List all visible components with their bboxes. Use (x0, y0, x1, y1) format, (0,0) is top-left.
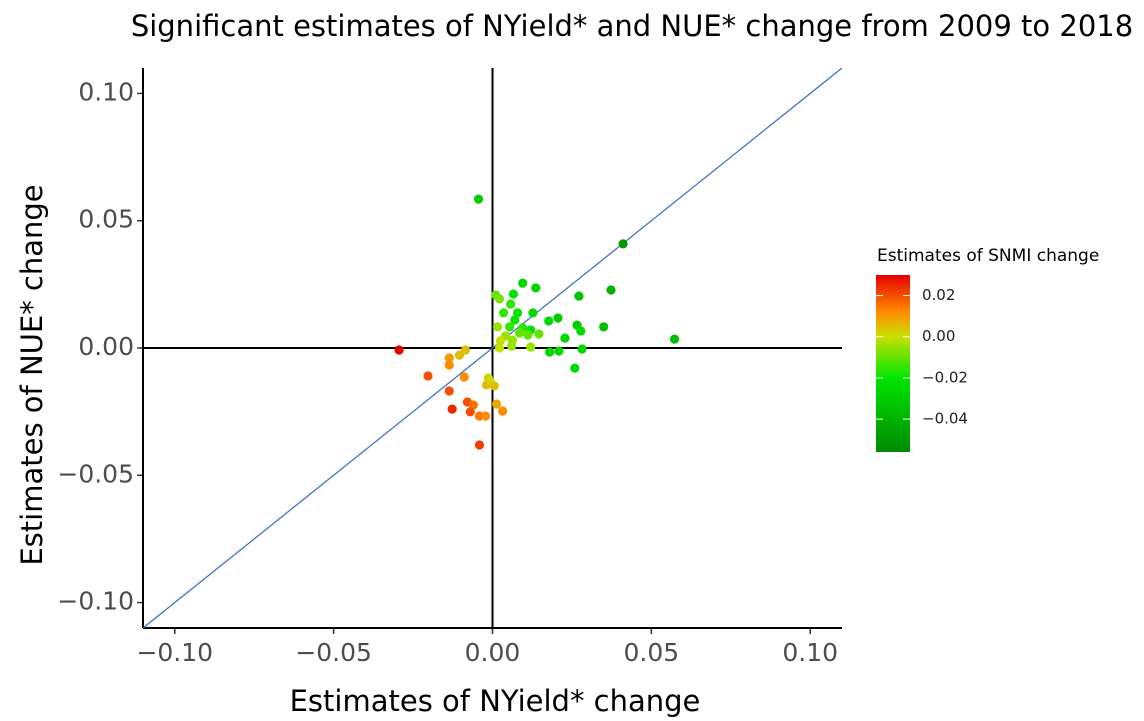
point (454, 350, 465, 360)
point (494, 294, 505, 304)
point (495, 336, 506, 346)
point (423, 371, 433, 381)
point (570, 363, 580, 373)
point (444, 353, 454, 363)
point (554, 346, 564, 356)
y-tick-label: 0.05 (78, 205, 134, 234)
point (514, 328, 525, 338)
x-axis-label: Estimates of NYield* change (290, 684, 701, 718)
point (560, 333, 570, 343)
colorbar-tick-label: 0.00 (922, 327, 955, 345)
y-tick-label: −0.05 (57, 459, 134, 488)
y-tick-label: 0.10 (78, 77, 134, 106)
point (505, 322, 515, 332)
y-tick-label: 0.00 (78, 332, 134, 361)
point (513, 308, 523, 318)
point (460, 345, 471, 355)
point (526, 342, 536, 352)
point (553, 313, 563, 323)
colorbar-tick-label: 0.02 (922, 286, 955, 304)
x-tick-label: 0.05 (624, 638, 680, 667)
legend-title: Estimates of SNMI change (877, 246, 1099, 266)
point (510, 315, 520, 325)
point (465, 407, 475, 417)
reference-line (143, 68, 842, 628)
point (492, 399, 502, 409)
point (474, 440, 485, 450)
x-tick-label: 0.00 (465, 638, 521, 667)
x-tick-label: −0.05 (295, 638, 372, 667)
point (576, 326, 586, 336)
point (494, 343, 505, 353)
point (506, 299, 516, 309)
point (473, 194, 484, 204)
point (669, 334, 680, 344)
point (444, 386, 454, 396)
point (394, 345, 404, 355)
point (531, 283, 541, 293)
point (545, 347, 555, 357)
point (492, 322, 503, 332)
point (523, 330, 533, 340)
x-tick-label: 0.10 (782, 638, 838, 667)
point (444, 360, 454, 370)
point (499, 308, 509, 318)
point (489, 381, 500, 391)
colorbar-tick-label: −0.04 (922, 410, 968, 428)
point (528, 308, 538, 318)
point (544, 316, 554, 326)
point (577, 344, 587, 354)
point (459, 372, 469, 382)
point (481, 380, 492, 390)
point (574, 291, 584, 301)
point (447, 404, 457, 414)
y-tick-label: −0.10 (57, 587, 134, 616)
y-axis-label: Estimates of NUE* change (15, 184, 49, 565)
point (518, 278, 528, 288)
point (468, 400, 479, 410)
point (606, 285, 616, 295)
point (508, 289, 519, 299)
point (618, 239, 628, 249)
point (506, 341, 517, 351)
colorbar (876, 275, 910, 452)
point (534, 329, 544, 339)
point (480, 411, 491, 421)
colorbar-tick-label: −0.02 (922, 368, 968, 386)
point (599, 322, 609, 332)
point (498, 406, 508, 416)
x-tick-label: −0.10 (136, 638, 213, 667)
chart-title: Significant estimates of NYield* and NUE… (131, 9, 1133, 43)
